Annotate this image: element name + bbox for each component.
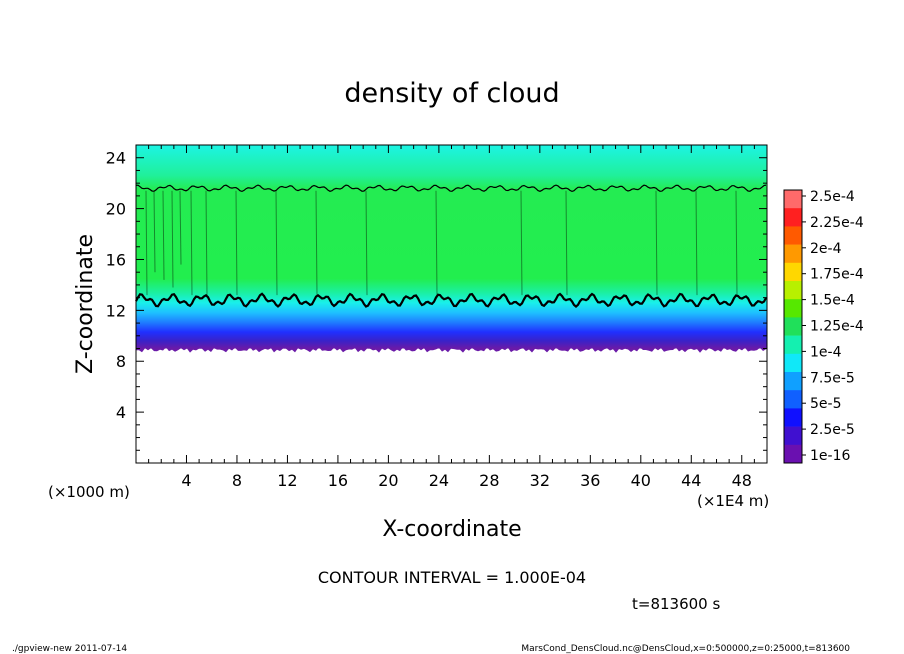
cloud-streak <box>145 190 148 296</box>
cloud-streak <box>162 190 165 280</box>
colorbar-swatch <box>784 426 802 446</box>
cloud-streak <box>205 190 208 296</box>
colorbar-swatch <box>784 281 802 300</box>
plot-area <box>136 145 767 353</box>
cloud-streak <box>275 190 278 296</box>
x-axis-ticks: 4 8 12 16 20 24 28 32 36 40 44 48 <box>148 145 755 490</box>
x-tick-label: 8 <box>232 471 242 490</box>
x-tick-label: 28 <box>479 471 499 490</box>
y-axis-ticks: 4 8 12 16 20 24 <box>106 149 767 451</box>
colorbar-label: 7.5e-5 <box>810 370 855 386</box>
colorbar-label: 1e-16 <box>810 448 850 464</box>
x-multiplier-label: (×1E4 m) <box>697 492 769 510</box>
x-tick-label: 12 <box>277 471 297 490</box>
cloud-streak <box>235 190 238 296</box>
y-tick-label: 12 <box>106 301 126 320</box>
y-tick-label: 4 <box>116 403 126 422</box>
contour-line <box>135 184 767 193</box>
colorbar-swatch <box>784 390 802 409</box>
x-tick-label: 44 <box>681 471 701 490</box>
colorbar-swatch <box>784 335 802 355</box>
colorbar-label: 1e-4 <box>810 344 842 360</box>
y-tick-label: 20 <box>106 200 126 219</box>
colorbar-label: 1.5e-4 <box>810 293 855 309</box>
colorbar-swatch <box>784 317 802 336</box>
x-tick-label: 20 <box>378 471 398 490</box>
cloud-streak <box>179 190 182 265</box>
y-tick-label: 24 <box>106 149 126 168</box>
colorbar-label: 2.25e-4 <box>810 215 864 231</box>
footer-left: ./gpview-new 2011-07-14 <box>12 644 127 654</box>
contour-lines <box>135 184 767 309</box>
cloud-streak <box>153 190 156 273</box>
cloud-streak <box>190 190 193 296</box>
cloud-streak <box>171 190 174 288</box>
cloud-streak <box>735 190 738 296</box>
colorbar-label: 2.5e-5 <box>810 422 855 438</box>
colorbar-label: 5e-5 <box>810 396 841 412</box>
colorbar: 2.5e-4 2.25e-4 2e-4 1.75e-4 1.5e-4 1.25e-4 1e-… <box>783 189 864 464</box>
colorbar-swatch <box>784 444 802 464</box>
colorbar-swatch <box>784 372 802 391</box>
cloud-streak <box>695 190 698 296</box>
colorbar-swatch <box>784 299 802 318</box>
colorbar-label: 2e-4 <box>810 241 842 257</box>
cloud-streak <box>565 190 568 296</box>
cloud-streak <box>520 190 523 296</box>
y-tick-label: 16 <box>106 250 126 269</box>
cloud-streak <box>435 190 438 296</box>
colorbar-swatch <box>784 190 802 209</box>
x-axis-label: X-coordinate <box>382 517 521 542</box>
cloud-field <box>136 145 767 349</box>
chart-title: density of cloud <box>344 78 559 109</box>
colorbar-swatch <box>784 208 802 227</box>
time-label: t=813600 s <box>632 595 720 613</box>
cloud-streak <box>655 190 658 296</box>
x-tick-label: 24 <box>429 471 449 490</box>
colorbar-swatch <box>784 408 802 427</box>
colorbar-swatch <box>784 262 802 282</box>
x-tick-label: 4 <box>181 471 191 490</box>
cloud-streak <box>365 190 368 296</box>
y-axis-label: Z-coordinate <box>73 234 98 374</box>
colorbar-label: 1.75e-4 <box>810 267 864 283</box>
cloud-base-edge <box>136 347 767 353</box>
cloud-streak <box>315 190 318 296</box>
x-tick-label: 48 <box>732 471 752 490</box>
x-tick-label: 16 <box>328 471 348 490</box>
contour-interval-label: CONTOUR INTERVAL = 1.000E-04 <box>318 568 586 587</box>
footer-right: MarsCond_DensCloud.nc@DensCloud,x=0:5000… <box>521 644 850 654</box>
colorbar-label: 1.25e-4 <box>810 319 864 335</box>
x-tick-label: 32 <box>530 471 550 490</box>
colorbar-label: 2.5e-4 <box>810 189 855 205</box>
x-tick-label: 40 <box>631 471 651 490</box>
contour-line <box>135 292 767 309</box>
x-tick-label: 36 <box>580 471 600 490</box>
y-tick-label: 8 <box>116 352 126 371</box>
colorbar-swatch <box>784 353 802 373</box>
x-unit-label: (×1000 m) <box>48 483 130 501</box>
colorbar-swatch <box>784 244 802 264</box>
colorbar-frame <box>783 189 803 464</box>
colorbar-swatch <box>784 226 802 245</box>
